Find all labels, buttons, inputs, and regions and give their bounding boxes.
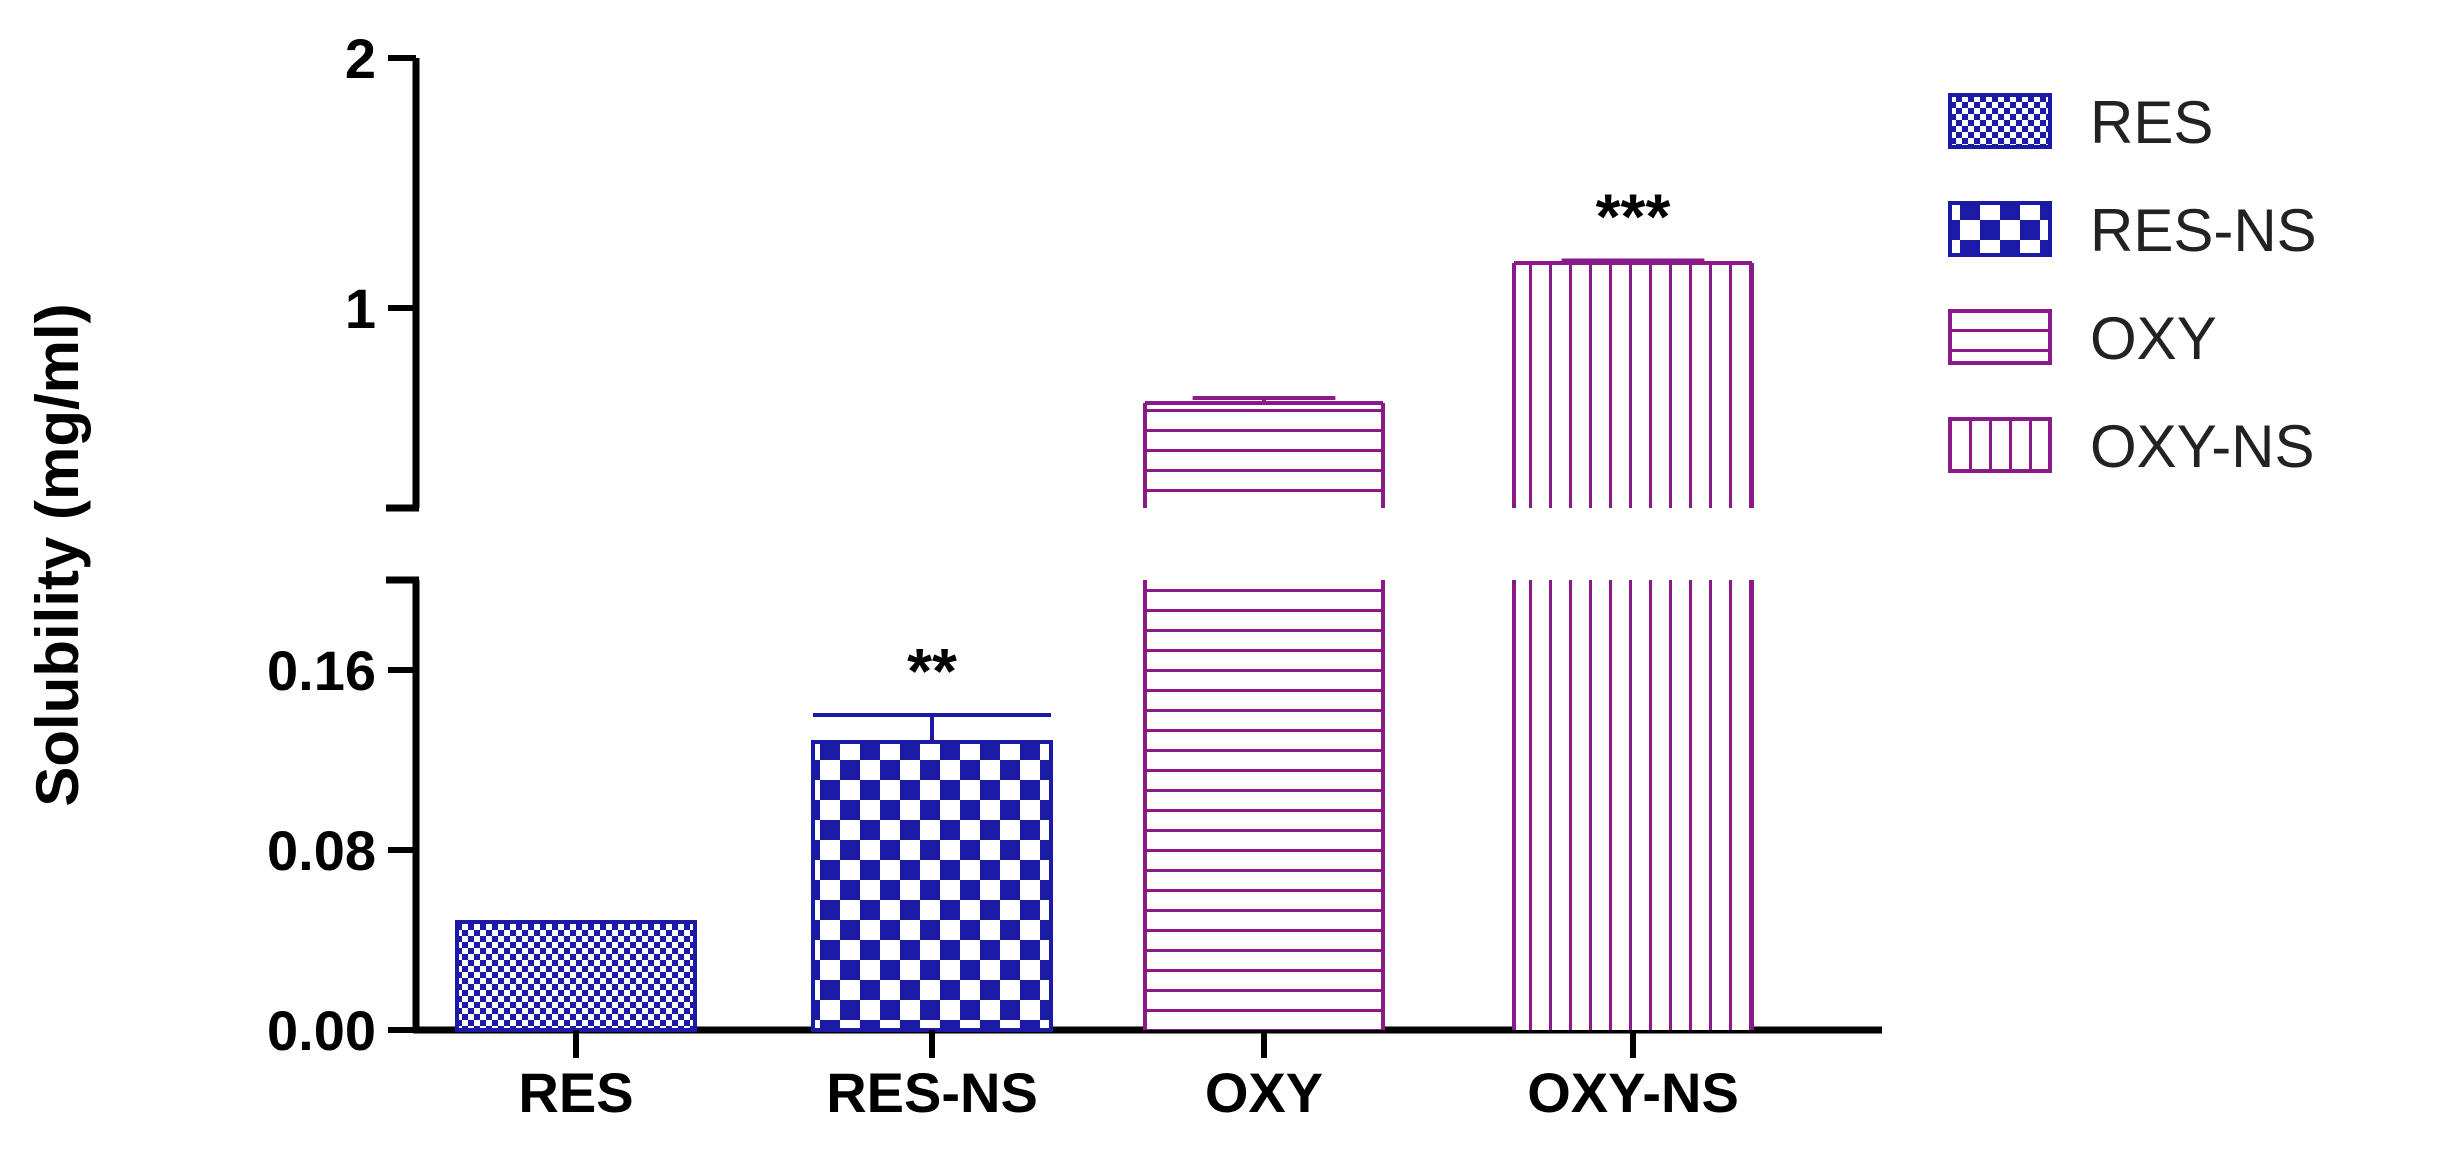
significance-annotation: ** <box>907 635 957 707</box>
bar-oxy-ns: *** <box>1512 181 1754 1030</box>
y-tick-label: 1 <box>345 277 376 340</box>
significance-annotation: *** <box>1596 181 1671 253</box>
legend-label: OXY <box>2090 305 2217 372</box>
bars-group: ***** <box>455 181 1754 1032</box>
legend-label: RES <box>2090 89 2213 156</box>
ticks-group: 0.00 0.08 0.16 1 2 RES RES-NS OXY OXY-NS <box>267 27 1739 1124</box>
y-tick-label: 0.08 <box>267 819 376 882</box>
bar-rect <box>455 920 697 1032</box>
y-tick-label: 0.16 <box>267 639 376 702</box>
x-tick-label: RES-NS <box>826 1061 1038 1124</box>
y-tick-label: 2 <box>345 27 376 90</box>
legend-label: OXY-NS <box>2090 413 2315 480</box>
bar-oxy <box>1143 396 1385 1030</box>
x-tick-label: OXY-NS <box>1527 1061 1739 1124</box>
bar-rect-lower <box>1145 580 1383 1030</box>
bar-rect-upper <box>1145 403 1383 508</box>
x-tick-label: RES <box>518 1061 633 1124</box>
y-tick-label: 0.00 <box>267 999 376 1062</box>
legend-label: RES-NS <box>2090 197 2317 264</box>
bar-res <box>455 920 697 1032</box>
y-axis-label: Solubility (mg/ml) <box>24 303 91 806</box>
legend-item-res-ns: RES-NS <box>1948 197 2317 264</box>
legend-swatch <box>1948 93 2052 149</box>
legend: RES RES-NS OXY OXY-NS <box>1948 89 2317 480</box>
bar-res-ns: ** <box>811 635 1053 1032</box>
legend-item-oxy: OXY <box>1948 305 2217 372</box>
x-tick-label: OXY <box>1205 1061 1323 1124</box>
legend-swatch <box>1948 417 2052 473</box>
bar-rect <box>811 740 1053 1032</box>
bar-rect-upper <box>1514 263 1752 508</box>
legend-item-res: RES <box>1948 89 2213 156</box>
bar-rect-lower <box>1514 580 1752 1030</box>
legend-swatch <box>1948 309 2052 365</box>
legend-swatch <box>1948 201 2052 257</box>
legend-item-oxy-ns: OXY-NS <box>1948 413 2315 480</box>
